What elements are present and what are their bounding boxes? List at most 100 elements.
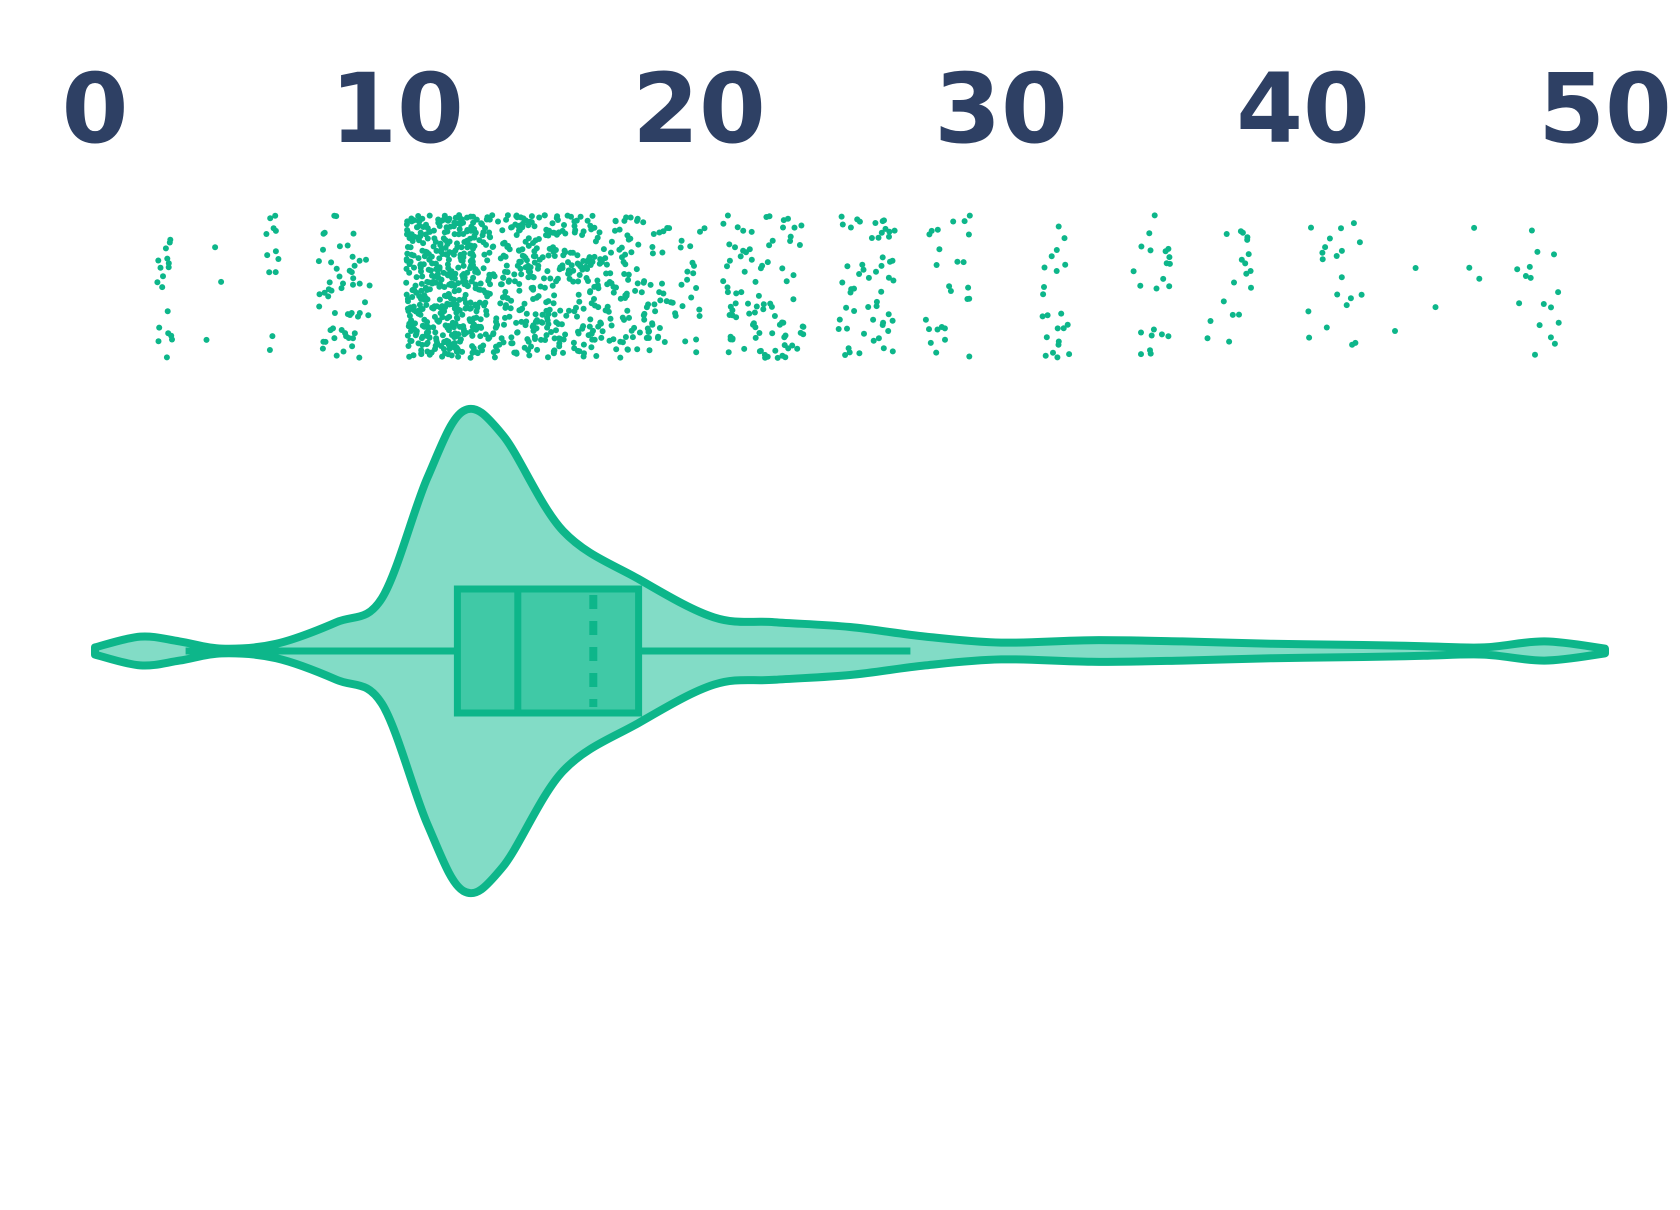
strip-point — [154, 279, 161, 286]
strip-point — [1041, 264, 1048, 271]
strip-point — [1349, 341, 1356, 348]
strip-point — [961, 218, 968, 225]
strip-point — [535, 236, 542, 242]
strip-point — [579, 232, 586, 238]
strip-point — [838, 213, 845, 220]
strip-point — [348, 310, 355, 316]
strip-point — [1220, 298, 1227, 305]
strip-point — [404, 244, 411, 250]
strip-point — [752, 334, 759, 341]
strip-point — [426, 212, 433, 219]
strip-point — [451, 219, 458, 226]
strip-point — [554, 275, 561, 282]
strip-point — [607, 315, 614, 322]
strip-point — [1319, 256, 1326, 263]
strip-point — [554, 217, 561, 223]
strip-point — [531, 248, 538, 255]
strip-point — [690, 270, 697, 277]
strip-point — [720, 278, 727, 285]
strip-point — [263, 231, 270, 237]
strip-point — [651, 301, 658, 308]
strip-point — [477, 286, 484, 293]
strip-point — [532, 311, 539, 318]
strip-point — [627, 214, 634, 221]
strip-point — [575, 330, 582, 337]
strip-point — [623, 214, 630, 221]
strip-point — [527, 264, 534, 271]
strip-point — [409, 238, 416, 244]
strip-point — [536, 256, 543, 263]
strip-point — [415, 255, 422, 262]
strip-point — [1058, 310, 1065, 317]
strip-point — [966, 295, 973, 302]
strip-point — [1040, 291, 1047, 298]
strip-point — [403, 279, 410, 286]
strip-point — [424, 235, 431, 242]
strip-point — [641, 310, 648, 317]
x-axis-tick-labels: 0 10 20 30 40 50 — [62, 53, 1672, 165]
strip-point — [212, 244, 219, 251]
strip-point — [482, 331, 489, 338]
strip-point — [934, 326, 941, 333]
strip-point — [477, 316, 484, 323]
strip-point — [438, 246, 445, 253]
strip-point — [441, 339, 448, 346]
strip-point — [480, 229, 487, 236]
strip-point — [621, 271, 628, 277]
strip-point — [351, 330, 358, 337]
strip-point — [847, 224, 854, 231]
strip-point — [522, 238, 529, 245]
strip-point — [640, 279, 647, 286]
strip-point — [1534, 248, 1541, 255]
strip-point — [659, 280, 665, 287]
strip-point — [448, 274, 455, 281]
strip-point — [797, 329, 804, 336]
strip-point — [1158, 331, 1165, 338]
strip-point — [417, 264, 424, 271]
strip-point — [560, 252, 567, 259]
strip-point — [160, 273, 166, 280]
strip-point — [561, 247, 568, 254]
strip-point — [1066, 351, 1073, 358]
strip-point — [336, 273, 343, 280]
strip-point — [634, 346, 641, 353]
strip-point — [560, 336, 567, 343]
strip-point — [550, 300, 557, 307]
strip-point — [319, 345, 326, 352]
strip-point — [724, 263, 730, 270]
strip-point — [473, 268, 480, 274]
strip-point — [539, 311, 546, 318]
strip-point — [741, 345, 748, 352]
strip-point — [416, 301, 423, 308]
strip-point — [1347, 295, 1354, 302]
strip-point — [890, 277, 897, 284]
strip-point — [624, 346, 631, 353]
strip-point — [504, 212, 511, 219]
strip-point — [520, 215, 527, 222]
strip-point — [1223, 231, 1230, 237]
strip-point — [513, 319, 520, 326]
strip-point — [1055, 338, 1062, 345]
strip-point — [1053, 247, 1060, 253]
strip-point — [1526, 263, 1533, 270]
strip-point — [966, 353, 973, 360]
strip-point — [416, 222, 423, 229]
strip-point — [856, 350, 863, 357]
strip-point — [449, 319, 456, 326]
strip-point — [462, 299, 469, 306]
strip-point — [453, 333, 460, 340]
strip-point — [878, 288, 885, 295]
strip-point — [326, 279, 333, 286]
strip-point — [1248, 284, 1254, 291]
strip-point — [1229, 311, 1236, 318]
strip-point — [752, 278, 759, 285]
strip-point — [441, 308, 448, 315]
strip-point — [500, 274, 507, 281]
strip-point — [483, 216, 490, 223]
strip-point — [499, 227, 506, 234]
strip-point — [557, 307, 564, 314]
strip-point — [693, 285, 700, 291]
strip-point — [544, 268, 551, 275]
strip-point — [596, 260, 603, 267]
strip-point — [608, 238, 615, 245]
